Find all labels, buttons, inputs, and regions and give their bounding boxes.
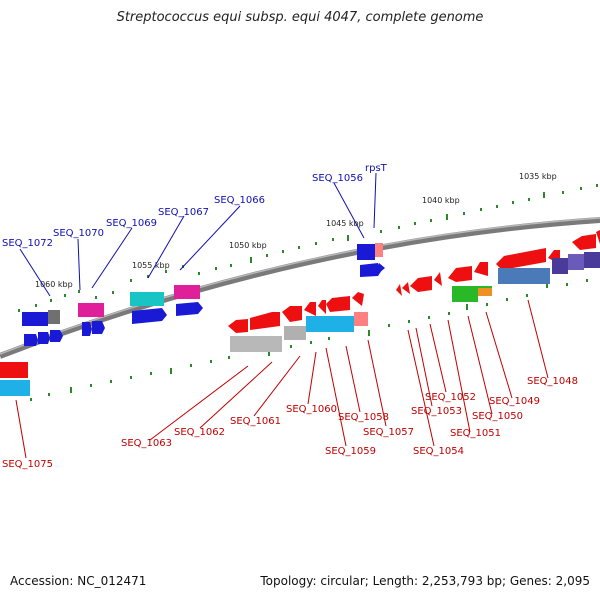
gene-label-seq-1056: SEQ_1056 <box>312 173 363 184</box>
gene-arrow <box>282 306 302 322</box>
gene-arrow <box>326 296 350 312</box>
gene-arrow <box>410 276 432 292</box>
gene-arrow <box>379 263 385 273</box>
gene-arrow <box>448 266 472 282</box>
gene-arrow <box>132 308 167 324</box>
gene-label-seq-1057: SEQ_1057 <box>363 427 414 438</box>
gene-arrow <box>318 300 326 314</box>
gene-block <box>357 244 375 260</box>
gene-arrow <box>176 302 203 316</box>
gene-label-seq-1063: SEQ_1063 <box>121 438 172 449</box>
gene-arrow <box>360 263 382 277</box>
lower-leader-lines <box>15 299 549 459</box>
gene-label-seq-1060: SEQ_1060 <box>286 404 337 415</box>
gene-label-seq-1062: SEQ_1062 <box>174 427 225 438</box>
gene-label-seq-1075: SEQ_1075 <box>2 459 53 470</box>
gene-label-seq-1069: SEQ_1069 <box>106 218 157 229</box>
figure-title: Streptococcus equi subsp. equi 4047, com… <box>116 10 484 25</box>
gene-label-seq-1052: SEQ_1052 <box>425 392 476 403</box>
kbp-label-1035: 1035 kbp <box>519 172 557 181</box>
kbp-label-1055: 1055 kbp <box>132 261 170 270</box>
gene-label-seq-1067: SEQ_1067 <box>158 207 209 218</box>
gene-label-seq-1050: SEQ_1050 <box>472 411 523 422</box>
gene-arrow <box>38 332 50 344</box>
gene-arrow <box>402 282 410 294</box>
kbp-scale: 1035 kbp 1040 kbp 1045 kbp 1050 kbp 1055… <box>35 172 557 289</box>
gene-label-seq-1061: SEQ_1061 <box>230 416 281 427</box>
gene-arrow <box>496 248 546 270</box>
gene-arrow <box>50 330 63 342</box>
gene-arrow <box>228 319 248 333</box>
gene-arrow <box>596 230 600 244</box>
upper-leader-lines <box>19 172 377 297</box>
gene-arrow <box>434 272 442 286</box>
gene-block <box>284 326 306 340</box>
gene-arrow <box>92 321 105 334</box>
upper-gene-blocks <box>22 243 385 346</box>
kbp-label-1045: 1045 kbp <box>326 219 364 228</box>
kbp-label-1040: 1040 kbp <box>422 196 460 205</box>
gene-arrow <box>396 284 402 296</box>
upper-tick-track <box>18 184 598 312</box>
gene-arrow <box>24 334 38 346</box>
gene-block <box>0 380 30 396</box>
upper-gene-labels: SEQ_1072 SEQ_1070 SEQ_1069 SEQ_1067 SEQ_… <box>2 163 388 249</box>
gene-label-seq-1048: SEQ_1048 <box>527 376 578 387</box>
gene-arrow <box>304 302 316 316</box>
gene-arrow <box>474 262 488 276</box>
gene-arrow <box>352 292 364 306</box>
gene-label-seq-1053: SEQ_1053 <box>411 406 462 417</box>
gene-block <box>48 310 60 324</box>
accession-text: Accession: NC_012471 <box>10 574 147 588</box>
gene-label-seq-1059: SEQ_1059 <box>325 446 376 457</box>
gene-block <box>130 292 164 306</box>
kbp-label-1050: 1050 kbp <box>229 241 267 250</box>
gene-label-seq-1054: SEQ_1054 <box>413 446 464 457</box>
gene-label-seq-1051: SEQ_1051 <box>450 428 501 439</box>
lower-tick-track <box>30 279 588 401</box>
gene-block <box>230 336 282 352</box>
gene-label-seq-1072: SEQ_1072 <box>2 238 53 249</box>
gene-block <box>452 286 478 302</box>
gene-label-seq-1058: SEQ_1058 <box>338 412 389 423</box>
gene-block <box>78 303 104 317</box>
gene-label-seq-1049: SEQ_1049 <box>489 396 540 407</box>
gene-block <box>478 288 492 296</box>
gene-block <box>174 285 200 299</box>
gene-label-rpst: rpsT <box>365 163 388 174</box>
gene-block <box>568 254 584 270</box>
gene-arrow <box>82 322 92 336</box>
kbp-label-1060: 1060 kbp <box>35 280 73 289</box>
lower-gene-blocks <box>0 230 600 396</box>
gene-arrow <box>572 234 596 250</box>
gene-block <box>354 312 368 326</box>
gene-block <box>584 252 600 268</box>
gene-label-seq-1070: SEQ_1070 <box>53 228 104 239</box>
gene-block <box>552 258 568 274</box>
genome-summary-text: Topology: circular; Length: 2,253,793 bp… <box>260 574 590 588</box>
gene-block <box>0 362 28 378</box>
gene-block <box>375 243 383 257</box>
gene-block <box>306 316 354 332</box>
lower-gene-labels: SEQ_1075 SEQ_1063 SEQ_1062 SEQ_1061 SEQ_… <box>2 376 578 470</box>
gene-arrow <box>250 312 280 330</box>
gene-block <box>22 312 48 326</box>
gene-label-seq-1066: SEQ_1066 <box>214 195 265 206</box>
gene-block <box>498 268 550 284</box>
